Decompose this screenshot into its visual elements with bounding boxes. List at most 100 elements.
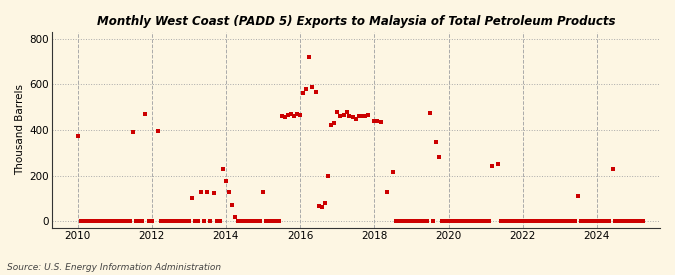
Point xyxy=(437,219,448,223)
Point xyxy=(589,219,599,223)
Point xyxy=(598,219,609,223)
Point xyxy=(273,219,284,223)
Point xyxy=(613,219,624,223)
Point xyxy=(579,219,590,223)
Point xyxy=(298,91,308,96)
Point xyxy=(190,219,200,223)
Point xyxy=(338,113,349,117)
Point xyxy=(585,219,596,223)
Point xyxy=(304,55,315,59)
Point xyxy=(362,113,373,117)
Point xyxy=(505,219,516,223)
Point xyxy=(72,133,83,138)
Point xyxy=(246,219,256,223)
Title: Monthly West Coast (PADD 5) Exports to Malaysia of Total Petroleum Products: Monthly West Coast (PADD 5) Exports to M… xyxy=(97,15,615,28)
Point xyxy=(542,219,553,223)
Point xyxy=(635,219,646,223)
Point xyxy=(536,219,547,223)
Point xyxy=(332,109,343,114)
Point xyxy=(319,201,330,205)
Point xyxy=(514,219,525,223)
Point xyxy=(283,113,294,117)
Point xyxy=(264,219,275,223)
Point xyxy=(106,219,117,223)
Point xyxy=(418,219,429,223)
Point xyxy=(88,219,99,223)
Point xyxy=(192,219,203,223)
Point xyxy=(381,189,392,194)
Point xyxy=(434,155,445,160)
Point xyxy=(583,219,593,223)
Point xyxy=(223,189,234,194)
Point xyxy=(603,219,614,223)
Point xyxy=(344,114,355,119)
Point xyxy=(412,219,423,223)
Point xyxy=(313,204,324,208)
Point xyxy=(533,219,544,223)
Point xyxy=(100,219,111,223)
Point xyxy=(517,219,528,223)
Point xyxy=(459,219,470,223)
Point xyxy=(610,219,621,223)
Point xyxy=(301,87,312,91)
Point xyxy=(214,219,225,223)
Point xyxy=(591,219,602,223)
Point xyxy=(493,162,504,166)
Point xyxy=(286,112,296,116)
Point xyxy=(551,219,562,223)
Point xyxy=(84,219,95,223)
Point xyxy=(440,219,451,223)
Point xyxy=(242,219,253,223)
Point xyxy=(626,219,637,223)
Point xyxy=(236,219,247,223)
Point xyxy=(122,219,132,223)
Point xyxy=(217,166,228,171)
Point xyxy=(607,166,618,171)
Point xyxy=(97,219,108,223)
Point xyxy=(329,121,340,125)
Point xyxy=(632,219,643,223)
Point xyxy=(75,219,86,223)
Point xyxy=(202,189,213,194)
Point xyxy=(638,219,649,223)
Point xyxy=(595,219,605,223)
Point xyxy=(199,219,210,223)
Point xyxy=(137,219,148,223)
Point xyxy=(499,219,510,223)
Point xyxy=(276,114,287,119)
Point xyxy=(115,219,126,223)
Point xyxy=(422,219,433,223)
Point xyxy=(211,219,222,223)
Point xyxy=(94,219,105,223)
Point xyxy=(394,219,404,223)
Point xyxy=(576,219,587,223)
Point xyxy=(397,219,408,223)
Point xyxy=(483,219,494,223)
Point xyxy=(446,219,457,223)
Point xyxy=(233,219,244,223)
Point xyxy=(227,203,238,207)
Point xyxy=(258,189,269,194)
Point xyxy=(267,219,277,223)
Y-axis label: Thousand Barrels: Thousand Barrels xyxy=(15,84,25,175)
Point xyxy=(431,140,441,145)
Point xyxy=(570,219,580,223)
Point xyxy=(270,219,281,223)
Point xyxy=(184,219,194,223)
Point xyxy=(82,219,92,223)
Point xyxy=(140,112,151,116)
Point xyxy=(524,219,535,223)
Point xyxy=(616,219,627,223)
Point xyxy=(502,219,512,223)
Point xyxy=(372,119,383,123)
Point xyxy=(487,164,497,169)
Point xyxy=(288,114,299,119)
Point xyxy=(295,113,306,117)
Point xyxy=(251,219,262,223)
Point xyxy=(464,219,475,223)
Point xyxy=(165,219,176,223)
Point xyxy=(415,219,426,223)
Point xyxy=(186,196,197,200)
Point xyxy=(174,219,185,223)
Point xyxy=(317,205,327,210)
